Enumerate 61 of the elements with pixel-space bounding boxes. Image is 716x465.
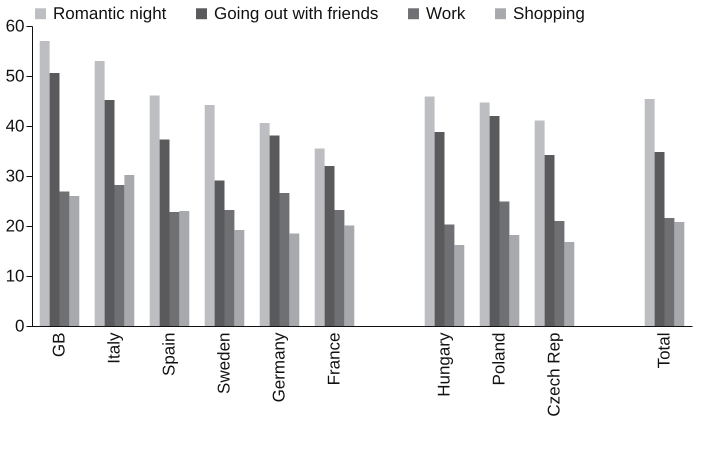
y-tick-label: 40 [6, 116, 24, 136]
bar [170, 212, 180, 326]
bar [434, 132, 444, 326]
bar [454, 245, 464, 326]
bar [424, 96, 435, 326]
bar [214, 180, 224, 326]
bar [480, 102, 490, 326]
x-tick-label: Spain [160, 332, 178, 376]
bar [150, 96, 160, 326]
legend-label: Work [426, 4, 466, 23]
x-tick-label: Italy [104, 332, 124, 364]
bar [490, 116, 500, 326]
bar [124, 175, 134, 326]
y-tick-label: 10 [6, 266, 24, 286]
bar [260, 123, 270, 326]
bar [280, 193, 290, 326]
legend-label: Going out with friends [214, 4, 378, 23]
bar [270, 136, 280, 326]
bar [179, 211, 190, 326]
y-tick-label: 50 [6, 66, 24, 86]
bar [444, 224, 454, 326]
bar [534, 120, 545, 326]
bar [674, 222, 684, 326]
y-tick-label: 30 [6, 166, 24, 186]
y-tick-label: 0 [15, 316, 24, 336]
x-tick-label: GB [50, 332, 68, 358]
legend-label: Romantic night [53, 4, 167, 23]
bar [564, 242, 574, 326]
bar [509, 235, 520, 326]
bar [40, 41, 50, 326]
bar [234, 230, 244, 326]
bar [554, 221, 564, 326]
bar [500, 202, 510, 326]
x-tick-label: Hungary [434, 332, 454, 397]
y-tick-label: 60 [6, 16, 24, 36]
bar [289, 234, 300, 326]
bar [644, 99, 655, 326]
bar [50, 73, 60, 326]
bar [314, 148, 325, 326]
bar [114, 185, 124, 326]
bar [344, 226, 354, 326]
bar [94, 61, 105, 326]
x-tick-label: Sweden [214, 332, 234, 394]
bar [324, 166, 334, 326]
legend-label: Shopping [513, 4, 585, 23]
bar [334, 210, 344, 326]
bar [204, 105, 215, 326]
bar [69, 196, 80, 326]
bar [60, 192, 70, 326]
x-tick-label: Poland [490, 332, 508, 386]
x-tick-label: Total [654, 332, 674, 368]
bar [104, 100, 114, 326]
bar [544, 155, 554, 326]
x-tick-label: Czech Rep [544, 332, 564, 417]
bar [654, 152, 664, 326]
y-tick-label: 20 [6, 216, 24, 236]
bar [224, 210, 234, 326]
bar [160, 140, 170, 326]
x-tick-label: Germany [270, 332, 288, 402]
bar [664, 218, 674, 326]
x-tick-label: France [324, 332, 344, 386]
